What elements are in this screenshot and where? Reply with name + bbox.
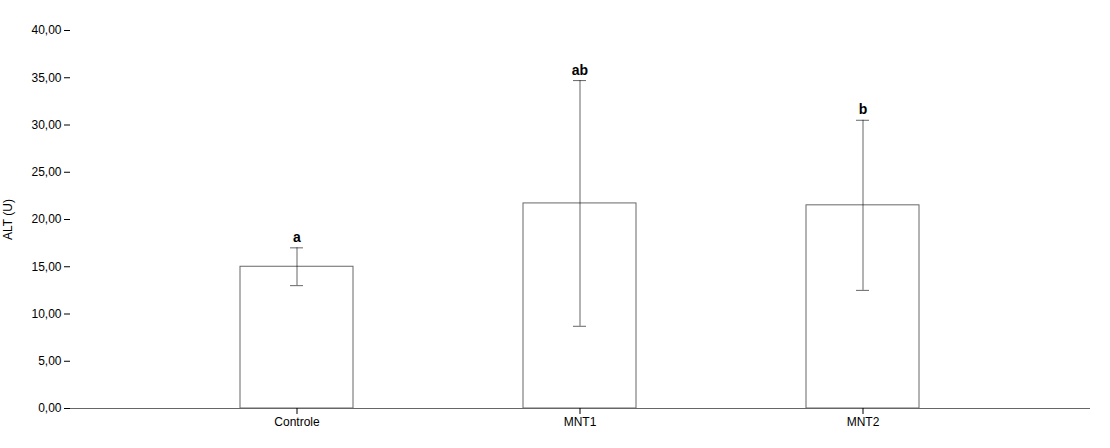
svg-text:10,00: 10,00 xyxy=(31,307,61,321)
svg-text:25,00: 25,00 xyxy=(31,165,61,179)
svg-text:20,00: 20,00 xyxy=(31,212,61,226)
svg-text:MNT1: MNT1 xyxy=(564,415,597,429)
svg-text:ab: ab xyxy=(572,62,588,78)
svg-text:Controle: Controle xyxy=(274,415,320,429)
svg-text:5,00: 5,00 xyxy=(38,354,62,368)
svg-text:35,00: 35,00 xyxy=(31,71,61,85)
svg-text:b: b xyxy=(859,101,868,117)
svg-text:a: a xyxy=(293,229,301,245)
svg-text:15,00: 15,00 xyxy=(31,260,61,274)
svg-text:40,00: 40,00 xyxy=(31,23,61,37)
svg-text:30,00: 30,00 xyxy=(31,118,61,132)
svg-text:ALT (U): ALT (U) xyxy=(1,199,15,240)
svg-text:MNT2: MNT2 xyxy=(847,415,880,429)
svg-text:0,00: 0,00 xyxy=(38,401,62,415)
